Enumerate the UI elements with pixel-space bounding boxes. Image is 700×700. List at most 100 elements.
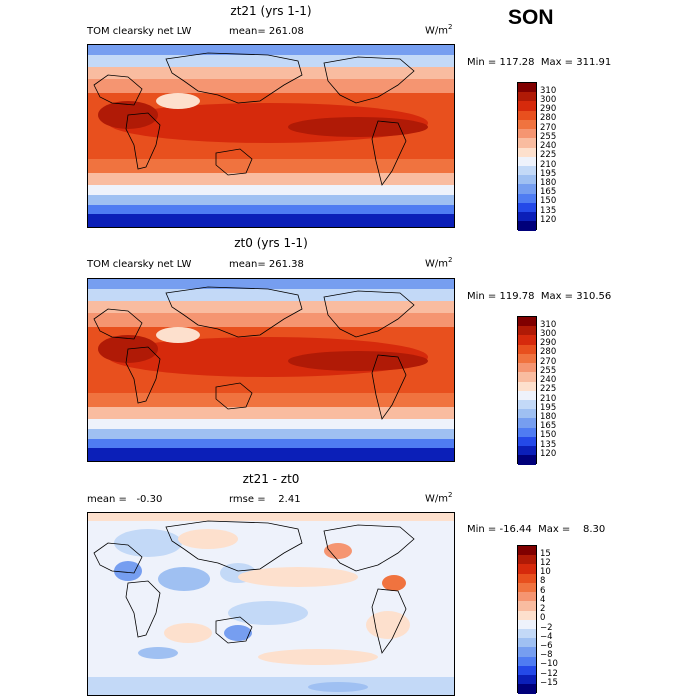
panel-2-colorbar-swatch-0 — [518, 317, 536, 327]
panel-2-tick: 280 — [540, 347, 557, 358]
panel-2-tick: 180 — [540, 411, 557, 422]
panel-1-tick: 210 — [540, 159, 557, 170]
panel-2-colorbar-swatch-6 — [518, 372, 536, 382]
panel-2-colorbar-swatch-5 — [518, 363, 536, 373]
panel-2-tick: 310 — [540, 319, 557, 330]
panel-2-units: W/m2 — [425, 256, 453, 270]
panel-3-tick: 6 — [540, 585, 546, 596]
panel-3-tick: −8 — [540, 650, 553, 661]
panel-2-tick: 240 — [540, 375, 557, 385]
panel-1-units: W/m2 — [425, 23, 453, 37]
panel-3-mean: mean = -0.30 — [87, 494, 163, 505]
panel-3-colorbar-swatch-7 — [518, 610, 536, 620]
panel-3-colorbar-swatch-1 — [518, 555, 536, 565]
panel-2-title: zt0 (yrs 1-1) — [234, 236, 308, 250]
panel-3-rmse: rmse = 2.41 — [229, 494, 301, 505]
panel-2-tick: 150 — [540, 430, 557, 441]
panel-1-tick: 240 — [540, 141, 557, 151]
panel-1-tick: 135 — [540, 205, 557, 216]
panel-1-tick: 270 — [540, 122, 557, 133]
panel-2-map — [87, 278, 455, 462]
panel-1-colorbar-swatch-10 — [518, 175, 536, 185]
panel-2-colorbar-swatch-9 — [518, 399, 536, 410]
panel-1-colorbar-swatch-2 — [518, 101, 536, 111]
panel-3-tick: −6 — [540, 640, 553, 651]
panel-1-colorbar-swatch-11 — [518, 184, 536, 194]
panel-2-colorbar-swatch-2 — [518, 335, 536, 345]
panel-1-colorbar — [517, 82, 537, 231]
panel-2-colorbar-swatch-7 — [518, 381, 536, 391]
panel-1-colorbar-swatch-15 — [518, 221, 536, 231]
panel-3-tick: −12 — [540, 668, 558, 679]
panel-3-colorbar-swatch-12 — [518, 656, 536, 666]
panel-3-colorbar-swatch-6 — [518, 601, 536, 611]
panel-3-tick: 12 — [540, 557, 551, 568]
panel-1-tick: 290 — [540, 104, 557, 115]
panel-3-tick: 4 — [540, 594, 546, 605]
panel-1-tick: 310 — [540, 85, 557, 96]
panel-3-colorbar-swatch-15 — [518, 684, 536, 694]
panel-2-tick: 255 — [540, 365, 557, 376]
panel-3-colorbar-swatch-14 — [518, 675, 536, 685]
panel-1-colorbar-swatch-5 — [518, 129, 536, 139]
panel-2-tick: 135 — [540, 439, 557, 450]
panel-2-tick: 165 — [540, 421, 557, 432]
panel-1-colorbar-swatch-8 — [518, 156, 536, 166]
panel-1-colorbar-swatch-7 — [518, 147, 536, 157]
panel-2-colorbar-swatch-11 — [518, 418, 536, 428]
panel-1-tick: 150 — [540, 196, 557, 207]
panel-1-colorbar-swatch-3 — [518, 110, 536, 120]
panel-1-map — [87, 44, 455, 228]
panel-2-mean: mean= 261.38 — [229, 259, 304, 270]
panel-2-colorbar-swatch-15 — [518, 455, 536, 465]
panel-3-tick: −4 — [540, 631, 553, 642]
panel-2-minmax: Min = 119.78 Max = 310.56 — [467, 291, 612, 302]
panel-1-tick: 165 — [540, 187, 557, 198]
panel-1-colorbar-swatch-9 — [518, 165, 536, 176]
panel-3-tick: 8 — [540, 576, 546, 587]
panel-3-title: zt21 - zt0 — [242, 472, 300, 486]
panel-3-colorbar-swatch-5 — [518, 592, 536, 602]
panel-3-colorbar-swatch-8 — [518, 619, 536, 629]
panel-3-colorbar-swatch-11 — [518, 647, 536, 657]
panel-2-colorbar — [517, 316, 537, 465]
panel-2-tick: 270 — [540, 356, 557, 367]
panel-3-colorbar-swatch-3 — [518, 573, 536, 583]
panel-2-colorbar-swatch-1 — [518, 326, 536, 336]
panel-3-tick: −2 — [540, 622, 553, 633]
panel-1-tick: 255 — [540, 131, 557, 142]
panel-1-tick: 225 — [540, 150, 557, 161]
panel-3-colorbar — [517, 545, 537, 694]
panel-2-colorbar-swatch-12 — [518, 427, 536, 437]
panel-1-title: zt21 (yrs 1-1) — [230, 4, 312, 18]
panel-1-colorbar-swatch-1 — [518, 92, 536, 102]
panel-2-variable: TOM clearsky net LW — [87, 259, 192, 270]
panel-3-map — [87, 512, 455, 696]
panel-2-colorbar-swatch-8 — [518, 390, 536, 400]
panel-2-colorbar-swatch-10 — [518, 409, 536, 419]
panel-3-colorbar-swatch-2 — [518, 564, 536, 574]
panel-1-mean: mean= 261.08 — [229, 26, 304, 37]
panel-1-minmax: Min = 117.28 Max = 311.91 — [467, 57, 612, 68]
panel-1-colorbar-swatch-0 — [518, 83, 536, 93]
panel-1-colorbar-swatch-14 — [518, 212, 536, 222]
panel-3-minmax: Min = -16.44 Max = 8.30 — [467, 524, 606, 535]
panel-3-colorbar-swatch-0 — [518, 546, 536, 556]
panel-2-tick: 290 — [540, 338, 557, 349]
panel-3-colorbar-swatch-4 — [518, 582, 536, 593]
panel-3-tick: 2 — [540, 604, 546, 614]
panel-1-variable: TOM clearsky net LW — [87, 26, 192, 37]
panel-1-colorbar-swatch-6 — [518, 138, 536, 148]
panel-1-tick: 300 — [540, 94, 557, 105]
panel-2-colorbar-swatch-14 — [518, 446, 536, 456]
panel-2-tick: 210 — [540, 393, 557, 404]
panel-3-colorbar-swatch-9 — [518, 628, 536, 639]
panel-2-tick: 225 — [540, 384, 557, 395]
panel-3-tick: 10 — [540, 567, 551, 578]
panel-1-tick: 180 — [540, 177, 557, 188]
panel-2-tick: 195 — [540, 402, 557, 413]
panel-2-colorbar-swatch-13 — [518, 436, 536, 447]
panel-2-tick: 120 — [540, 448, 557, 459]
panel-2-colorbar-swatch-4 — [518, 353, 536, 364]
panel-1-colorbar-swatch-12 — [518, 193, 536, 203]
